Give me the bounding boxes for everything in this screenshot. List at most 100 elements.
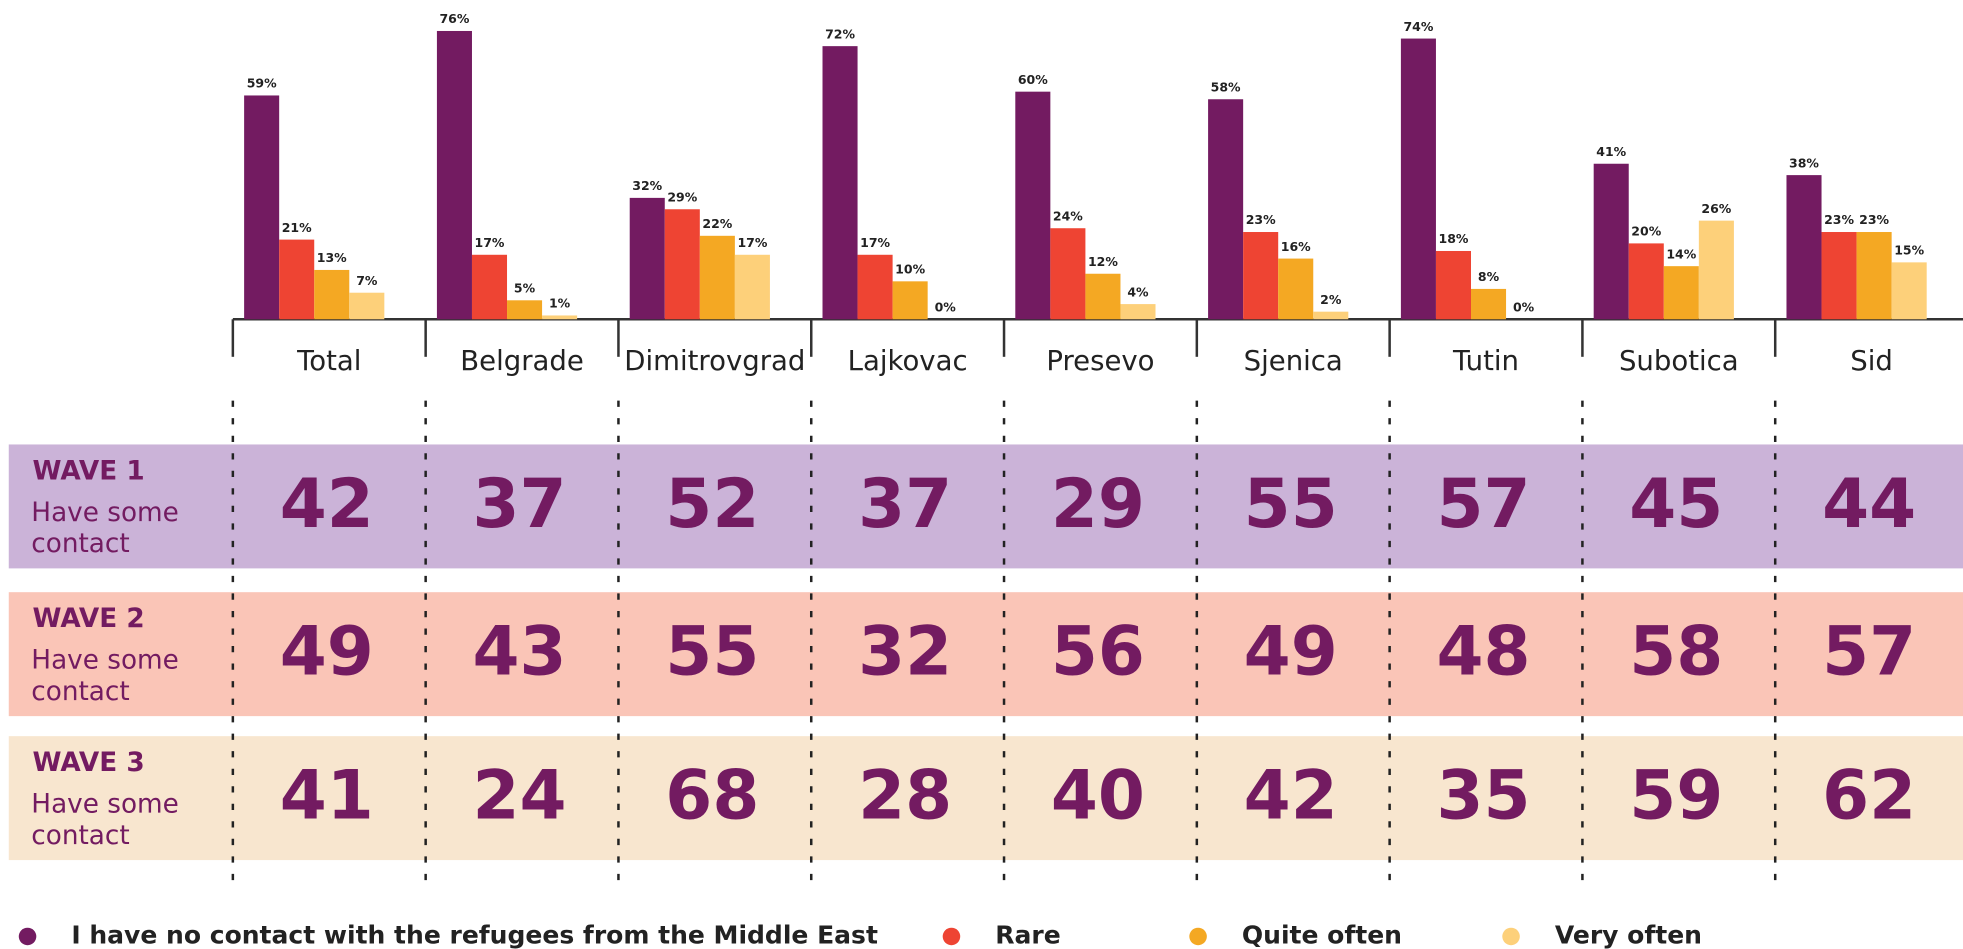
wave-band	[8, 592, 1963, 717]
data-label: 76%	[439, 11, 469, 26]
wave-title: WAVE 3	[33, 748, 145, 778]
data-label: 72%	[825, 26, 855, 41]
data-label: 38%	[1789, 155, 1819, 170]
wave-value: 37	[473, 464, 567, 543]
bar	[1400, 38, 1436, 320]
wave-value: 48	[1436, 612, 1530, 691]
bar	[629, 197, 665, 320]
bar	[1278, 258, 1314, 320]
data-label: 23%	[1246, 212, 1276, 227]
wave-value: 37	[858, 464, 952, 543]
bar	[1786, 175, 1822, 320]
data-label: 15%	[1894, 243, 1924, 258]
wave-value: 68	[665, 756, 759, 835]
legend-label: Rare	[995, 920, 1060, 949]
bar	[314, 269, 350, 320]
bar	[1663, 266, 1699, 320]
bar	[279, 239, 315, 320]
wave-value: 58	[1629, 612, 1723, 691]
wave-subtitle: Have some contact	[31, 497, 179, 559]
legend-swatch	[1502, 927, 1520, 946]
wave-value: 29	[1051, 464, 1145, 543]
bar	[1050, 228, 1086, 320]
bar	[664, 209, 700, 320]
wave-value: 55	[665, 612, 759, 691]
bar	[1856, 232, 1892, 320]
wave-value: 49	[280, 612, 374, 691]
data-label: 29%	[667, 189, 697, 204]
category-label: Subotica	[1619, 345, 1739, 377]
category-label: Dimitrovgrad	[624, 345, 805, 377]
bar	[436, 30, 472, 320]
wave-value: 42	[1244, 756, 1338, 835]
data-label: 17%	[475, 235, 505, 250]
bar	[471, 254, 508, 320]
wave-title: WAVE 2	[33, 604, 145, 634]
wave-value: 40	[1051, 756, 1145, 835]
data-label: 7%	[356, 273, 378, 288]
data-label: 74%	[1403, 19, 1433, 34]
wave-value: 24	[473, 756, 567, 835]
bar	[507, 300, 543, 320]
legend-swatch	[942, 927, 961, 946]
data-label: 41%	[1596, 144, 1626, 159]
wave-value: 62	[1822, 756, 1916, 835]
bar	[1891, 262, 1927, 320]
data-label: 2%	[1320, 292, 1342, 307]
wave-value: 57	[1822, 612, 1916, 691]
legend-label: I have no contact with the refugees from…	[71, 920, 878, 949]
data-label: 26%	[1701, 201, 1731, 216]
bar	[542, 315, 578, 320]
wave-value: 42	[280, 464, 374, 543]
bar	[244, 95, 280, 320]
category-label: Sid	[1850, 345, 1893, 377]
category-label: Sjenica	[1244, 345, 1343, 377]
wave-value: 49	[1244, 612, 1338, 691]
data-label: 23%	[1824, 212, 1854, 227]
bar	[1470, 288, 1507, 320]
wave-value: 59	[1629, 756, 1723, 835]
bar	[1313, 311, 1349, 320]
bar	[734, 254, 770, 320]
bar	[1243, 232, 1279, 320]
data-label: 14%	[1666, 246, 1696, 261]
wave-value: 52	[665, 464, 759, 543]
data-label: 13%	[317, 250, 347, 265]
data-label: 24%	[1053, 208, 1083, 223]
bar	[1208, 99, 1244, 320]
data-label: 0%	[1513, 299, 1535, 314]
data-label: 60%	[1018, 72, 1048, 87]
category-label: Lajkovac	[848, 345, 968, 377]
data-label: 32%	[632, 178, 662, 193]
wave-band	[8, 736, 1963, 861]
wave-value: 56	[1051, 612, 1145, 691]
bar	[1435, 250, 1471, 320]
data-label: 8%	[1478, 269, 1500, 284]
legend-swatch	[1189, 927, 1207, 946]
data-label: 17%	[737, 235, 767, 250]
data-label: 1%	[549, 296, 571, 311]
wave-value: 44	[1822, 464, 1916, 543]
wave-subtitle: Have some contact	[31, 788, 179, 851]
wave-band	[8, 444, 1963, 569]
legend-label: Quite often	[1242, 920, 1402, 949]
wave-subtitle-box: Have some contact	[31, 645, 179, 706]
bar	[822, 46, 858, 320]
bar	[892, 281, 928, 320]
category-label: Presevo	[1046, 345, 1154, 377]
bar	[699, 235, 735, 320]
bar	[1085, 273, 1121, 320]
data-label: 4%	[1127, 284, 1149, 299]
wave-subtitle-box: Have some contact	[31, 497, 179, 559]
bar	[1015, 91, 1051, 320]
data-label: 16%	[1281, 239, 1311, 254]
data-label: 59%	[247, 76, 277, 91]
bar	[349, 292, 385, 320]
data-label: 5%	[514, 281, 536, 296]
data-label: 10%	[895, 262, 925, 277]
data-label: 22%	[702, 216, 732, 231]
wave-value: 57	[1436, 464, 1530, 543]
wave-value: 45	[1629, 464, 1723, 543]
